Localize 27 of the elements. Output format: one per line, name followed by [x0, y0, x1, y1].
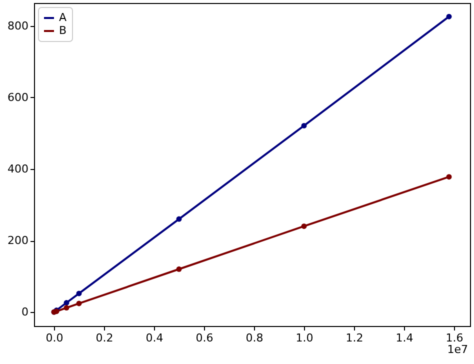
x-tick-label: 0.8 — [246, 332, 264, 344]
x-tick-label: 1.2 — [346, 332, 364, 344]
point — [446, 14, 452, 20]
point — [176, 266, 182, 272]
point — [176, 216, 182, 222]
point — [76, 300, 82, 306]
legend-label: A — [59, 11, 67, 24]
point — [446, 174, 452, 180]
point — [301, 223, 307, 229]
x-tick-label: 0.6 — [196, 332, 214, 344]
point — [64, 305, 70, 310]
point — [64, 300, 70, 306]
x-tick-label: 1.0 — [296, 332, 314, 344]
legend-label: B — [59, 24, 67, 37]
y-tick-label: 600 — [8, 90, 28, 104]
x-tick-label: 1.4 — [396, 332, 414, 344]
x-tick-label: 0.4 — [146, 332, 164, 344]
x-tick-label: 0.0 — [46, 332, 64, 344]
y-tick-label: 200 — [8, 234, 28, 248]
text: 1e7 — [447, 343, 468, 356]
y-tick-label: 0 — [22, 306, 28, 319]
x-tick-label: 0.2 — [96, 332, 114, 344]
point — [301, 122, 307, 128]
y-tick-label: 800 — [8, 19, 28, 32]
y-tick-label: 400 — [8, 162, 28, 176]
point — [76, 290, 82, 296]
x-tick-label: 1.6 — [446, 332, 464, 344]
